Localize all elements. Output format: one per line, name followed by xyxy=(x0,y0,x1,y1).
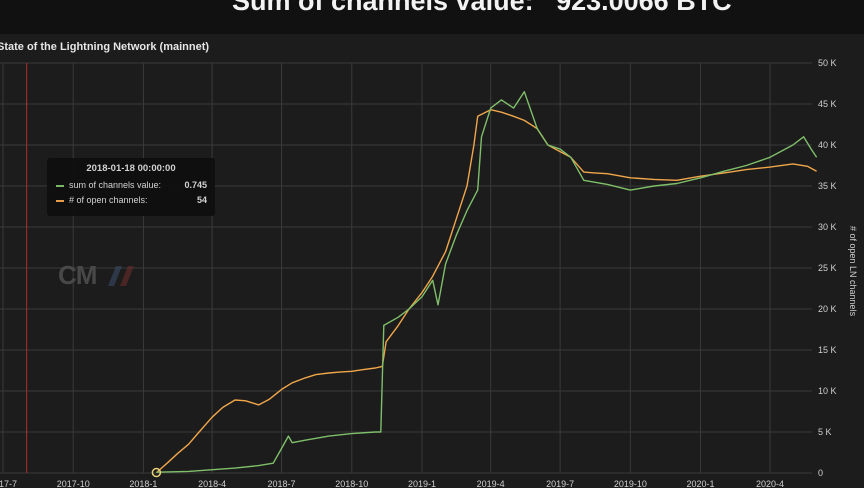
x-tick-label: 2020-4 xyxy=(756,479,784,488)
x-tick-label: 2018-4 xyxy=(198,479,226,488)
tooltip-date: 2018-01-18 00:00:00 xyxy=(86,163,176,174)
headline-value: Sum of channels value: 923.0066 BTC xyxy=(232,0,732,16)
x-tick-label: 2019-7 xyxy=(546,479,574,488)
x-tick-label: 2019-10 xyxy=(614,479,647,488)
y-tick-label: 30 K xyxy=(818,222,837,232)
x-tick-label: 2017-7 xyxy=(0,479,17,488)
x-tick-label: 2020-1 xyxy=(687,479,715,488)
y-tick-label: 45 K xyxy=(818,99,837,109)
tooltip-row-value: sum of channels value: 0.745 xyxy=(56,180,207,192)
y-tick-label: 25 K xyxy=(818,263,837,273)
x-tick-label: 2019-1 xyxy=(408,479,436,488)
legend-swatch-channels xyxy=(56,200,64,202)
x-tick-label: 2018-1 xyxy=(129,479,157,488)
y-tick-label: 0 xyxy=(818,468,823,478)
watermark-logo: CM xyxy=(58,260,97,290)
highlight-marker xyxy=(151,467,162,478)
series-line xyxy=(155,108,817,474)
y-tick-label: 40 K xyxy=(818,140,837,150)
x-tick-label: 2018-10 xyxy=(335,479,368,488)
x-tick-label: 2018-7 xyxy=(268,479,296,488)
tooltip-label: sum of channels value: xyxy=(69,180,162,190)
x-tick-label: 2017-10 xyxy=(57,479,90,488)
y-tick-label: 10 K xyxy=(818,386,837,396)
series-line xyxy=(156,90,818,473)
series-lines xyxy=(155,90,818,474)
tooltip: 2018-01-18 00:00:00 sum of channels valu… xyxy=(47,158,215,216)
tooltip-value: 0.745 xyxy=(184,180,207,190)
y-tick-label: 5 K xyxy=(818,427,832,437)
top-banner: Sum of channels value: 923.0066 BTC xyxy=(0,0,864,34)
tooltip-label: # of open channels: xyxy=(69,195,148,205)
y-axis-ticks: 0 5 K 10 K 15 K 20 K 25 K 30 K 35 K 40 K 45 K 50 K xyxy=(818,58,837,478)
tooltip-value: 54 xyxy=(196,195,207,205)
chart-title: State of the Lightning Network (mainnet) xyxy=(0,41,210,53)
y-axis-label: # of open LN channels xyxy=(848,226,858,317)
x-tick-label: 2019-4 xyxy=(477,479,505,488)
y-tick-label: 15 K xyxy=(818,345,837,355)
y-tick-label: 20 K xyxy=(818,304,837,314)
y-tick-label: 50 K xyxy=(818,58,837,68)
y-tick-label: 35 K xyxy=(818,181,837,191)
watermark-icon xyxy=(108,266,134,286)
x-axis-ticks: 2017-7 2017-10 2018-1 2018-4 2018-7 2018-10 20… xyxy=(0,479,784,488)
tooltip-row-channels: # of open channels: 54 xyxy=(56,195,207,207)
legend-swatch-value xyxy=(56,185,64,187)
highlight-point xyxy=(151,467,162,478)
